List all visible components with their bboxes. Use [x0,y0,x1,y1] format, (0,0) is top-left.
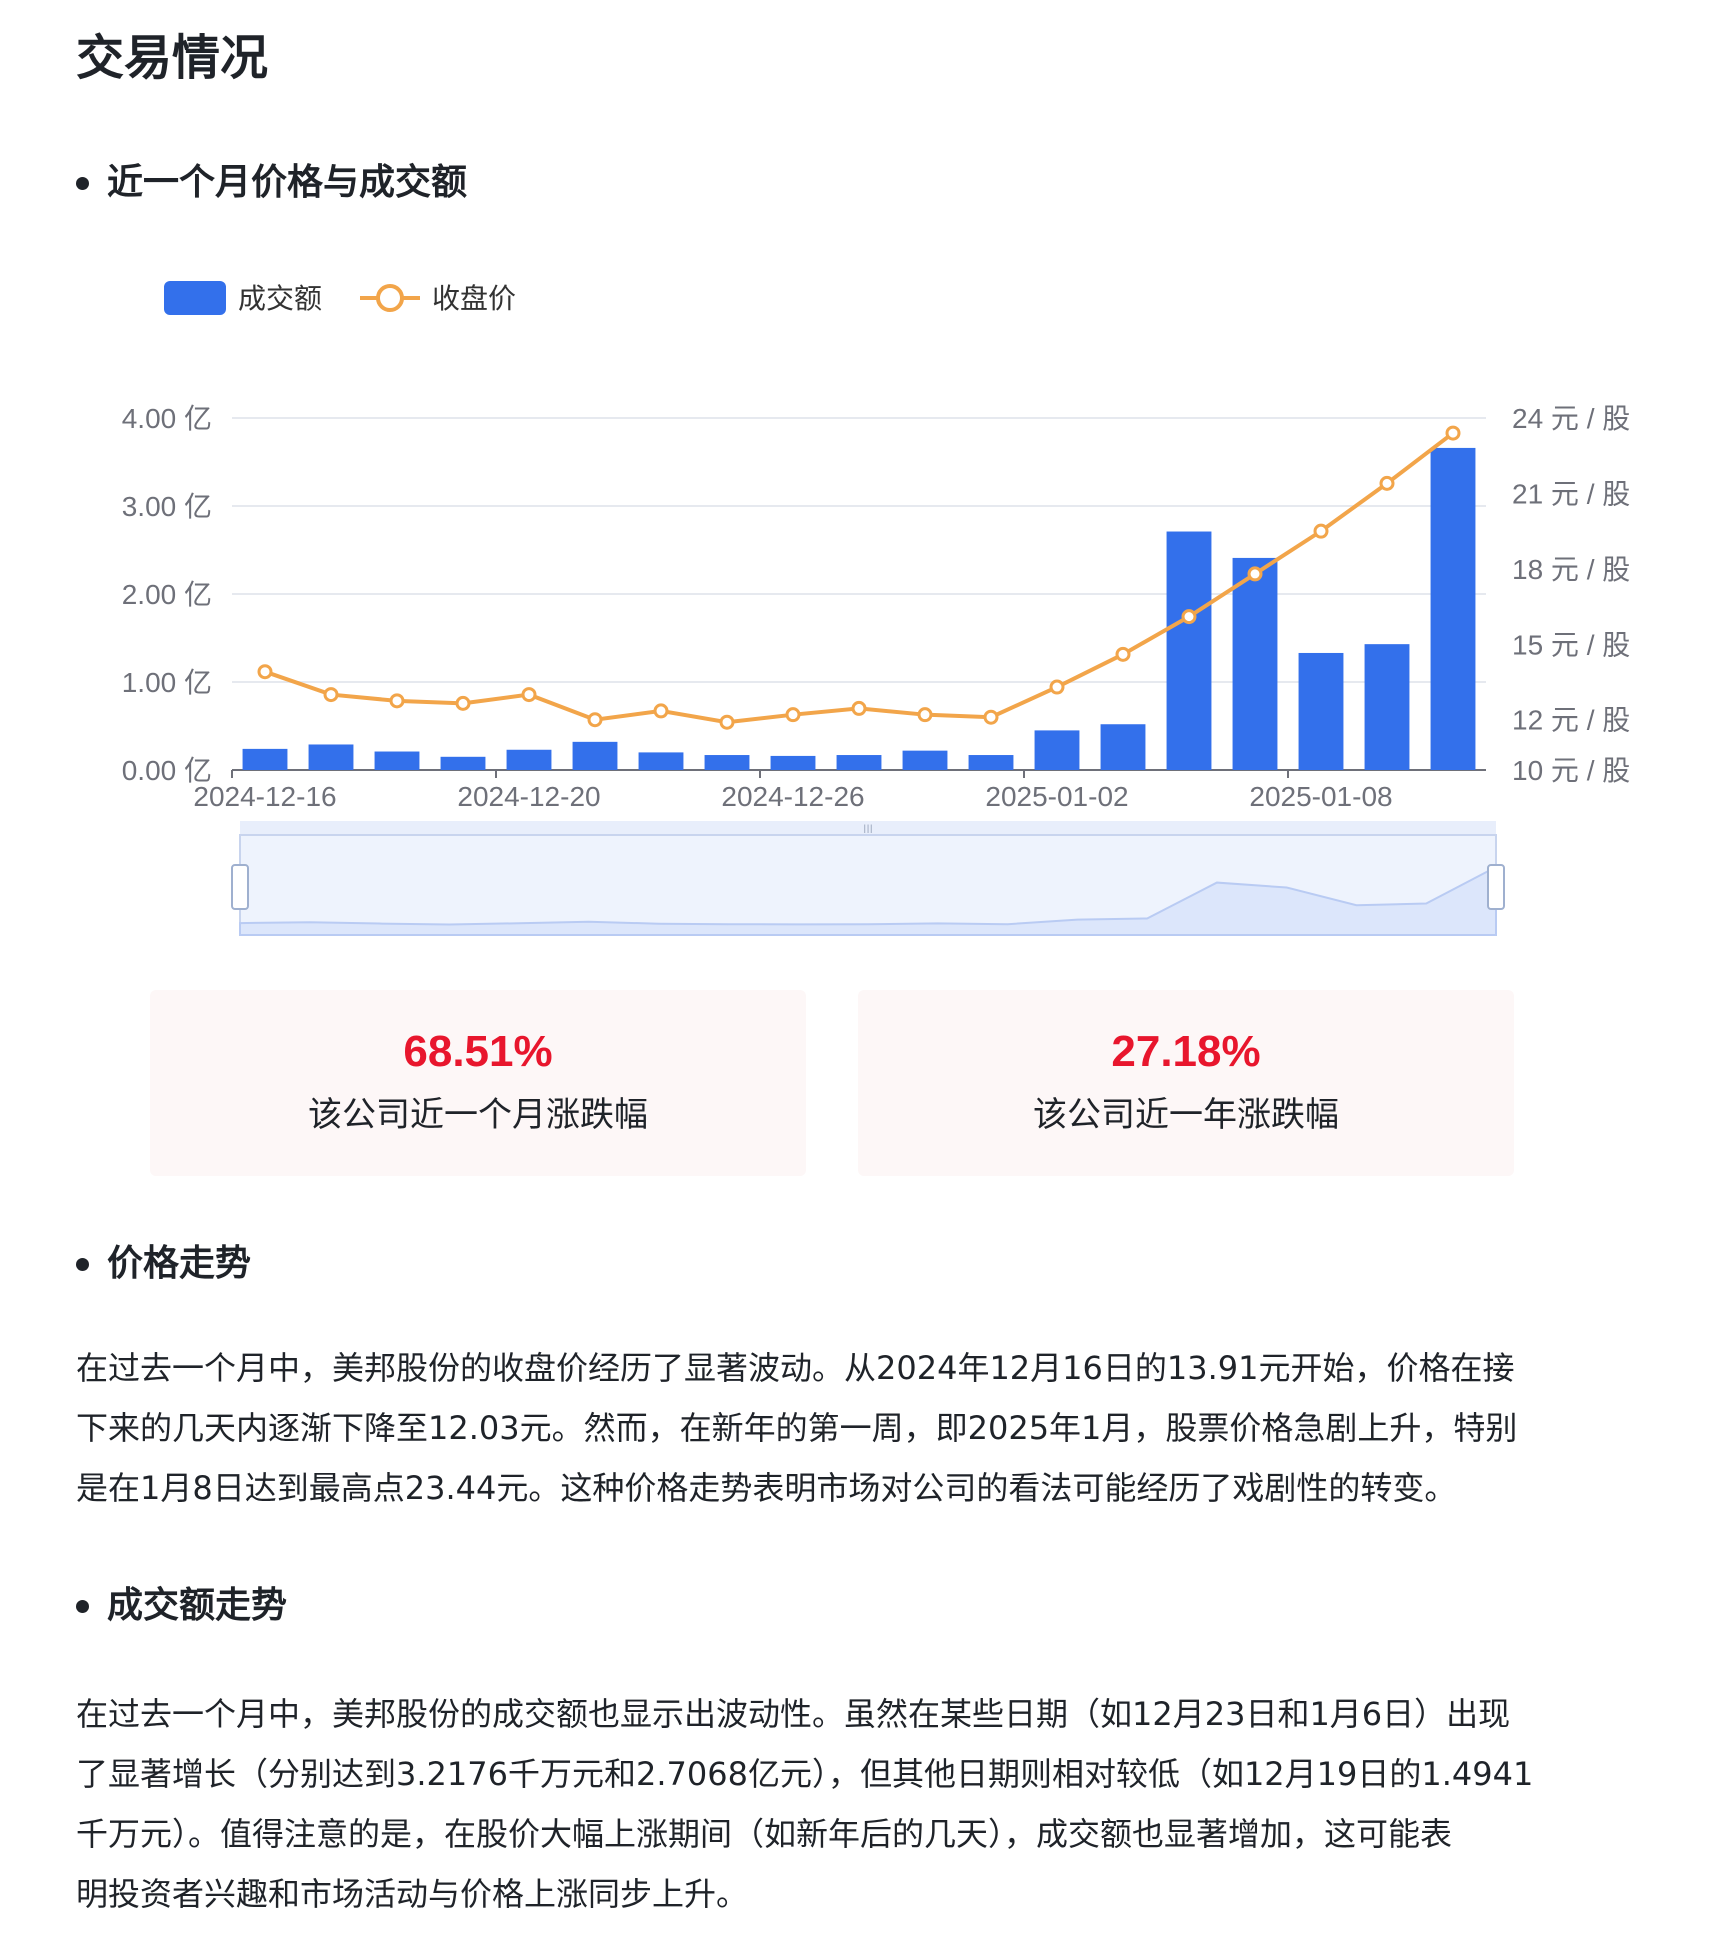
paragraph-line: 明投资者兴趣和市场活动与价格上涨同步上升。 [76,1875,749,1913]
paragraph-line: 在过去一个月中，美邦股份的收盘价经历了显著波动。从2024年12月16日的13.… [76,1349,1515,1387]
paragraph-line: 在过去一个月中，美邦股份的成交额也显示出波动性。虽然在某些日期（如12月23日和… [76,1695,1511,1733]
zoom-left-handle [231,864,249,910]
paragraph-line: 千万元）。值得注意的是，在股价大幅上涨期间（如新年后的几天），成交额也显著增加，… [76,1815,1453,1853]
stat-card-year: 27.18% 该公司近一年涨跌幅 [858,990,1514,1176]
y-right-tick-label: 10 元 / 股 [1512,755,1630,786]
bar-2025-01-09 [1364,644,1410,770]
x-tick-label: 2025-01-02 [985,781,1128,812]
y-right-tick-label: 18 元 / 股 [1512,554,1630,585]
y-right-tick-label: 24 元 / 股 [1512,403,1630,434]
x-tick-label: 2024-12-20 [457,781,600,812]
bar-2024-12-17 [308,744,354,770]
stat-label-month: 该公司近一个月涨跌幅 [308,1095,648,1135]
price-point-2025-01-06 [1181,609,1197,625]
legend-label-price: 收盘价 [432,282,516,315]
x-tick-label: 2024-12-16 [193,781,336,812]
price-point-2024-12-17 [323,687,339,703]
bar-2024-12-31 [968,755,1014,770]
price-point-2024-12-16 [257,664,273,680]
stat-label-year: 该公司近一年涨跌幅 [1033,1095,1339,1135]
bar-2025-01-03 [1100,724,1146,770]
volume-trend-paragraph: 在过去一个月中，美邦股份的成交额也显示出波动性。虽然在某些日期（如12月23日和… [76,1684,1646,1924]
y-left-tick-label: 0.00 亿 [122,755,212,786]
price-point-2024-12-18 [389,693,405,709]
bar-2025-01-10 [1430,447,1476,770]
bar-2024-12-26 [770,755,816,770]
bar-2024-12-18 [374,751,420,770]
price-point-2025-01-07 [1247,566,1263,582]
price-point-2024-12-30 [917,707,933,723]
y-left-tick-label: 4.00 亿 [122,403,212,434]
legend-label-volume: 成交额 [238,282,322,315]
price-point-2025-01-08 [1313,523,1329,539]
paragraph-line: 是在1月8日达到最高点23.44元。这种价格走势表明市场对公司的看法可能经历了戏… [76,1469,1457,1507]
y-right-tick-label: 21 元 / 股 [1512,478,1630,509]
y-left-tick-label: 1.00 亿 [122,667,212,698]
stat-value-year: 27.18% [1111,1027,1261,1076]
page-title: 交易情况 [76,30,269,86]
bar-2024-12-23 [572,741,618,770]
zoom-right-handle [1487,864,1505,910]
price-point-2025-01-02 [1049,679,1065,695]
bullet-dot [76,1599,89,1613]
bar-2024-12-25 [704,755,750,770]
price-trend-title: 价格走势 [107,1243,252,1284]
bar-2024-12-27 [836,755,882,770]
zoom-preview-area [239,865,1497,936]
y-right-tick-label: 12 元 / 股 [1512,705,1630,736]
y-left-tick-label: 3.00 亿 [122,491,212,522]
legend-bar-swatch [164,281,226,315]
bar-2024-12-16 [242,748,288,770]
price-point-2024-12-25 [719,714,735,730]
x-tick-label: 2024-12-26 [721,781,864,812]
price-point-2024-12-24 [653,703,669,719]
price-point-2024-12-20 [521,687,537,703]
volume-trend-title: 成交额走势 [107,1585,288,1626]
bar-2024-12-24 [638,752,684,770]
volume-trend-heading: 成交额走势 [76,1582,287,1630]
price-point-2024-12-26 [785,707,801,723]
bar-2025-01-07 [1232,557,1278,770]
y-left-tick-label: 2.00 亿 [122,579,212,610]
bar-2024-12-19 [440,756,486,770]
stat-value-month: 68.51% [403,1027,553,1076]
zoom-handle-grip: III [863,822,873,836]
zoom-top-bar [240,821,1496,835]
chart-section-title: 近一个月价格与成交额 [107,162,468,203]
price-point-2025-01-10 [1445,425,1461,441]
chart-section-heading: 近一个月价格与成交额 [76,159,467,207]
price-point-2024-12-23 [587,712,603,728]
price-point-2024-12-19 [455,695,471,711]
price-point-2025-01-09 [1379,475,1395,491]
paragraph-line: 了显著增长（分别达到3.2176千万元和2.7068亿元），但其他日期则相对较低… [76,1755,1534,1793]
price-point-2024-12-31 [983,709,999,725]
bar-2024-12-30 [902,750,948,770]
bar-2025-01-06 [1166,531,1212,770]
price-volume-chart: 0.00 亿 1.00 亿 2.00 亿 3.00 亿 4.00 亿 10 元 / 股 12… [122,281,1630,936]
bar-2025-01-02 [1034,730,1080,770]
stat-card-month: 68.51% 该公司近一个月涨跌幅 [150,990,806,1176]
x-tick-label: 2025-01-08 [1249,781,1392,812]
bar-2025-01-08 [1298,652,1344,770]
price-trend-heading: 价格走势 [76,1240,251,1288]
price-point-2025-01-03 [1115,646,1131,662]
price-trend-paragraph: 在过去一个月中，美邦股份的收盘价经历了显著波动。从2024年12月16日的13.… [76,1338,1646,1518]
bullet-dot [76,1257,89,1271]
y-right-tick-label: 15 元 / 股 [1512,629,1630,660]
paragraph-line: 下来的几天内逐渐下降至12.03元。然而，在新年的第一周，即2025年1月，股票… [76,1409,1518,1447]
bullet-dot [76,176,89,190]
legend-line-marker [376,284,404,312]
bar-2024-12-20 [506,749,552,770]
price-point-2024-12-27 [851,700,867,716]
